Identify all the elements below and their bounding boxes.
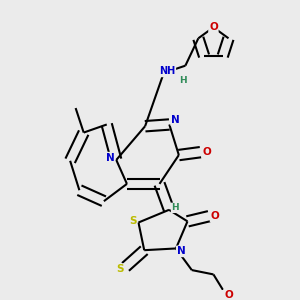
Text: N: N [177,246,185,256]
Text: N: N [171,115,180,125]
Text: N: N [106,153,114,163]
Text: NH: NH [159,66,175,76]
Text: S: S [129,216,136,226]
Text: H: H [172,203,179,212]
Text: O: O [202,147,211,157]
Text: O: O [224,290,233,300]
Text: O: O [209,22,218,32]
Text: H: H [179,76,186,85]
Text: O: O [211,211,219,221]
Text: S: S [116,264,124,274]
